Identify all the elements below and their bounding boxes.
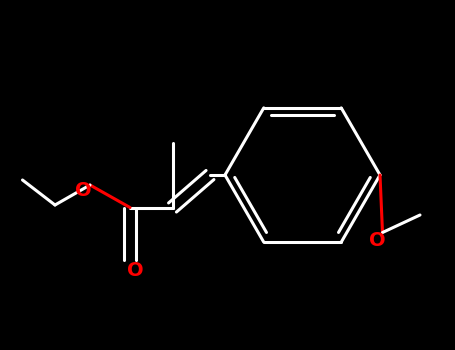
Text: O: O <box>75 182 92 201</box>
Text: O: O <box>369 231 386 250</box>
Text: O: O <box>126 260 143 280</box>
